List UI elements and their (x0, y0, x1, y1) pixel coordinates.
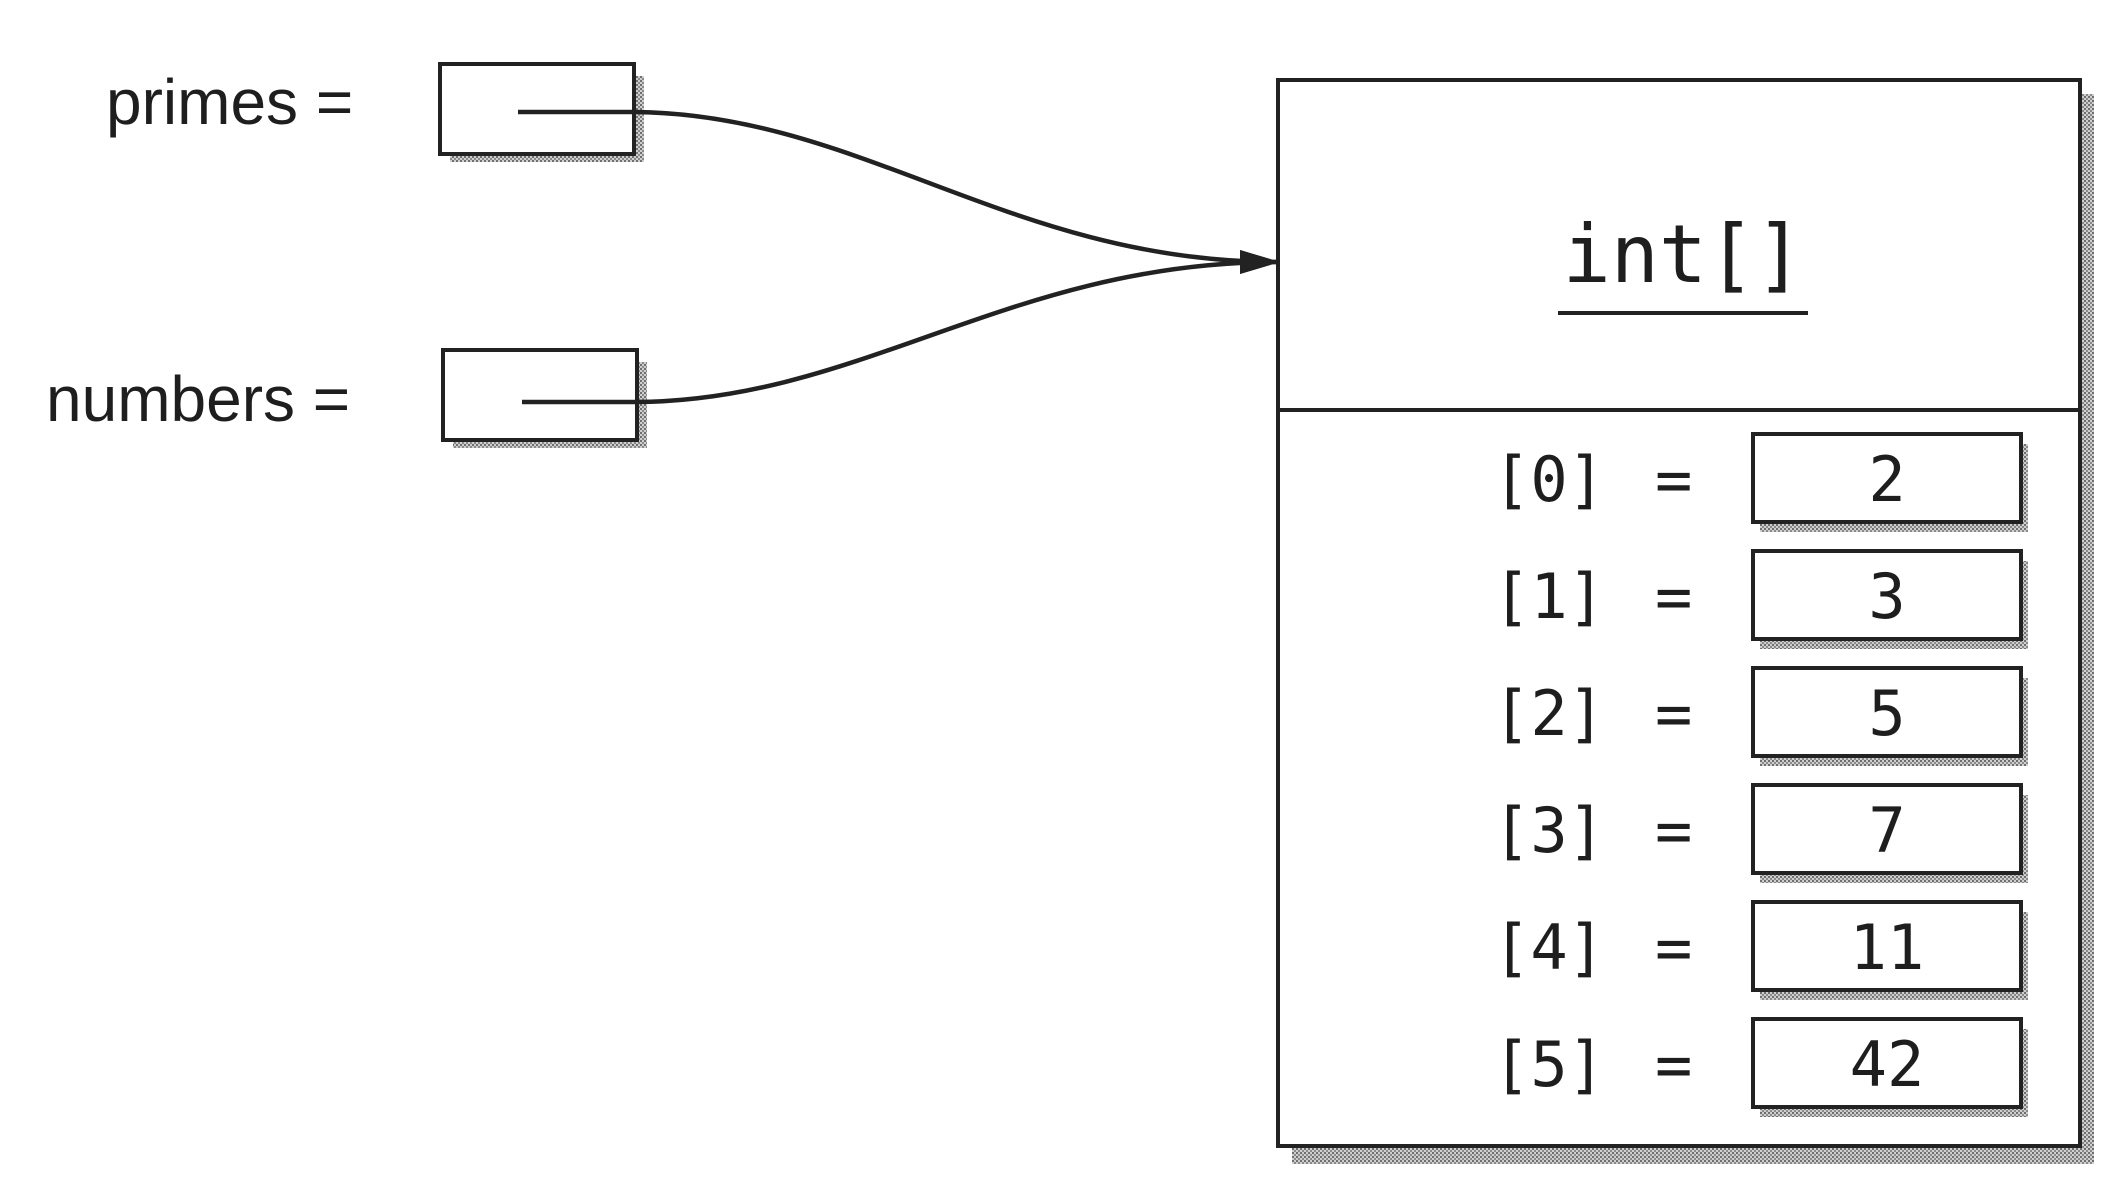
array-elements: [0] = 2 [1] = 3 [2] = 5 [3] = 7 (1493, 432, 2028, 1117)
primes-reference-box (438, 62, 636, 156)
element-index: [1] (1493, 560, 1605, 633)
element-value-box (1751, 549, 2023, 641)
element-value-box (1751, 432, 2023, 524)
element-index: [3] (1493, 794, 1605, 867)
element-equals: = (1655, 677, 1692, 750)
variable-label-numbers: numbers = (46, 363, 350, 435)
array-element: [4] = 11 (1493, 900, 2028, 1000)
element-index: [5] (1493, 1028, 1605, 1101)
variable-primes: primes = (106, 62, 644, 162)
primes-reference-arrow (518, 109, 1280, 274)
element-equals: = (1655, 911, 1692, 984)
element-value-box (1751, 783, 2023, 875)
array-element: [0] = 2 (1493, 432, 2028, 532)
variable-label-primes: primes = (106, 66, 353, 138)
array-element: [1] = 3 (1493, 549, 2028, 649)
element-equals: = (1655, 1028, 1692, 1101)
array-element: [5] = 42 (1493, 1017, 2028, 1117)
element-equals: = (1655, 443, 1692, 516)
element-index: [4] (1493, 911, 1605, 984)
numbers-reference-box (441, 348, 639, 442)
element-equals: = (1655, 794, 1692, 867)
element-value: 7 (1868, 794, 1905, 867)
element-value-box (1751, 666, 2023, 758)
element-value: 11 (1850, 911, 1925, 984)
element-value: 3 (1868, 560, 1905, 633)
element-value: 5 (1868, 677, 1905, 750)
array-type-label: int[] (1563, 208, 1804, 301)
element-index: [0] (1493, 443, 1605, 516)
element-value: 2 (1868, 443, 1905, 516)
element-value: 42 (1850, 1028, 1925, 1101)
element-equals: = (1655, 560, 1692, 633)
numbers-reference-arrow (522, 250, 1280, 405)
element-value-box (1751, 1017, 2023, 1109)
array-element: [2] = 5 (1493, 666, 2028, 766)
element-value-box (1751, 900, 2023, 992)
array-element: [3] = 7 (1493, 783, 2028, 883)
element-index: [2] (1493, 677, 1605, 750)
variable-numbers: numbers = (46, 348, 647, 448)
